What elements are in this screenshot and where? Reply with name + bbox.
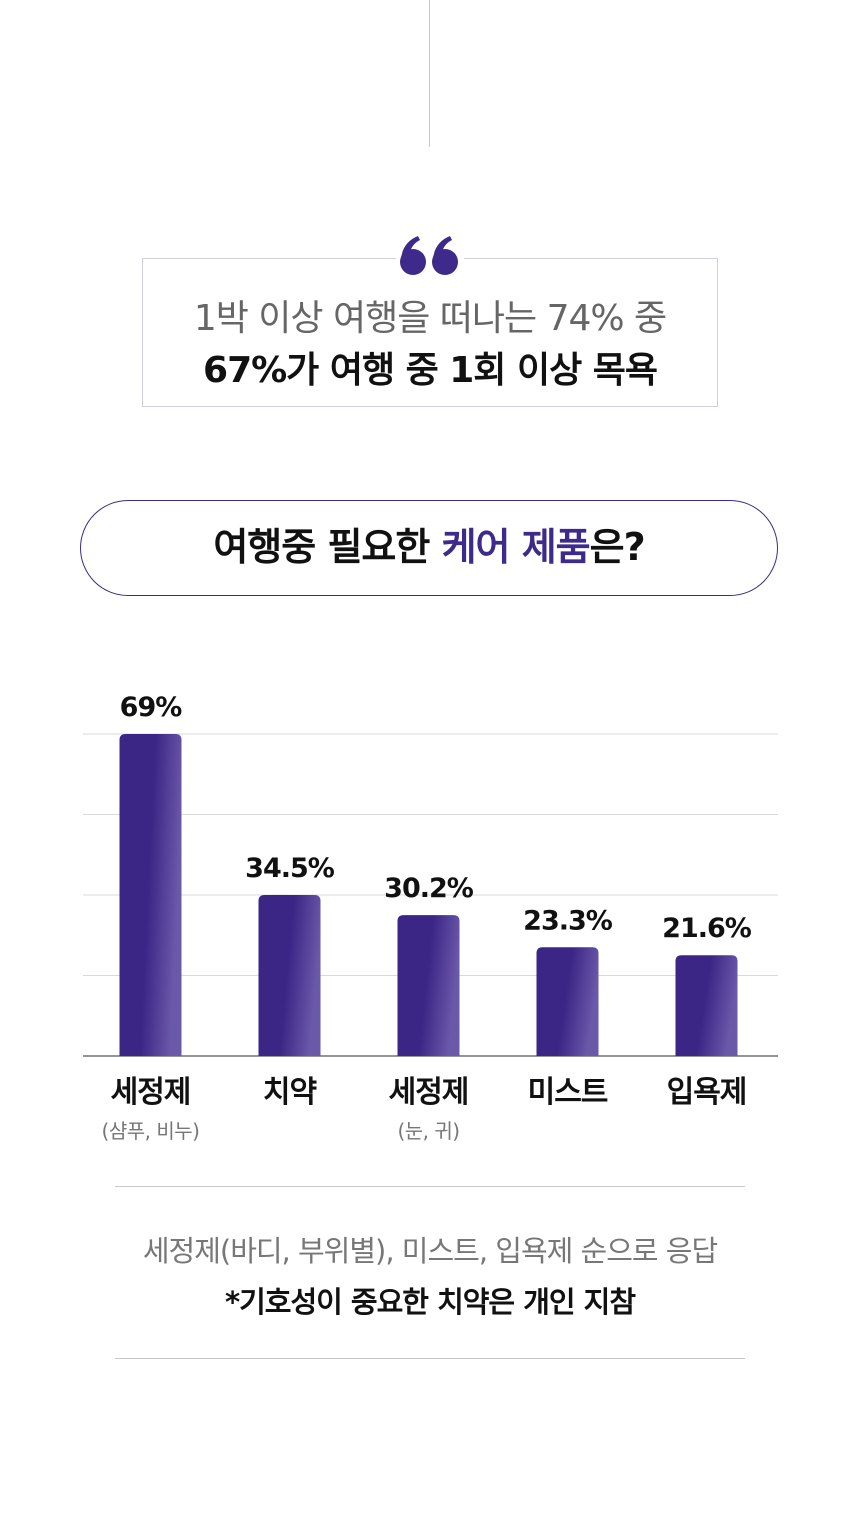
bar [119,734,182,1056]
question-suffix: 은? [589,525,646,569]
category-label: 입욕제 [667,1075,747,1110]
category-label: 치약 [263,1075,317,1110]
notes-top-divider [115,1186,745,1187]
category-label: 세정제 [389,1075,469,1110]
category-label: 미스트 [528,1075,608,1110]
notes-bottom-divider [115,1358,745,1359]
bar [258,895,321,1056]
quote-box: 1박 이상 여행을 떠나는 74% 중 67%가 여행 중 1회 이상 목욕 [142,258,718,407]
quote-line-2: 67%가 여행 중 1회 이상 목욕 [203,350,658,391]
quote-mark-icon [396,232,464,280]
question-text: 여행중 필요한 [213,525,442,569]
bar [397,915,460,1056]
category-label: 세정제 [111,1075,191,1110]
note-line-1: 세정제(바디, 부위별), 미스트, 입욕제 순으로 응답 [142,1234,718,1268]
bar-value-label: 30.2% [384,873,474,904]
category-sublabel: (샴푸, 비누) [102,1119,200,1143]
bar-value-label: 69% [120,692,183,723]
note-line-2: *기호성이 중요한 치약은 개인 지참 [224,1285,636,1319]
category-sublabel: (눈, 귀) [397,1119,459,1143]
bar-value-label: 21.6% [662,913,752,944]
bar-value-label: 23.3% [523,905,613,936]
bar [536,947,599,1056]
bar-value-label: 34.5% [245,853,335,884]
quote-line-1: 1박 이상 여행을 떠나는 74% 중 [193,298,667,339]
top-divider-line [429,0,430,147]
bar-chart: 69% 세정제 (샴푸, 비누) 34.5% 치약 30.2% 세정제 (눈, 귀) 23.3%… [83,692,778,1143]
question-highlight: 케어 제품 [441,525,591,569]
bar [675,955,738,1056]
question-banner: 여행중 필요한 케어 제품은? [80,500,778,596]
